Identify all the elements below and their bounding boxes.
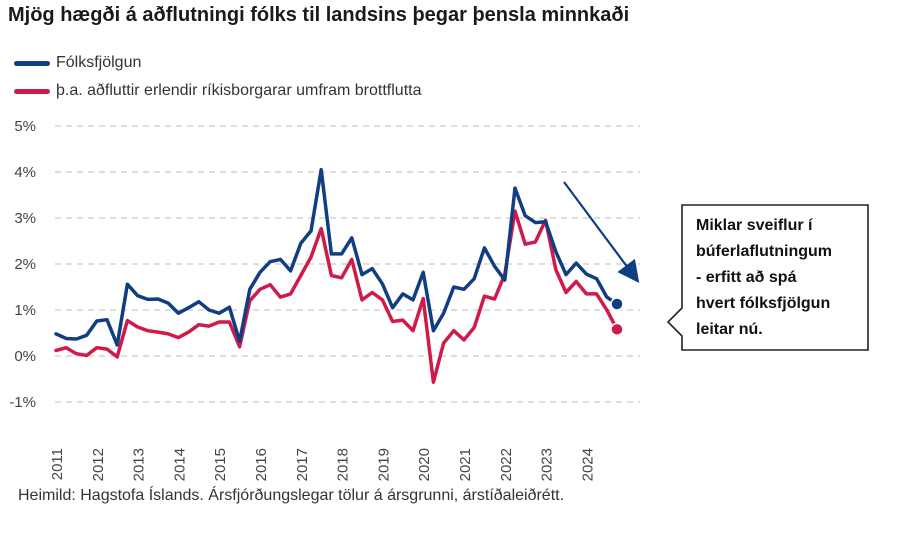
y-axis-ticks: -1% 0% 1% 2% 3% 4% 5% — [9, 118, 36, 411]
y-tick-label: 5% — [14, 118, 36, 135]
chart-title: Mjög hægði á aðflutningi fólks til lands… — [8, 4, 630, 26]
source-note: Heimild: Hagstofa Íslands. Ársfjórðungsl… — [18, 487, 565, 504]
callout-line-4: hvert fólksfjölgun — [696, 295, 830, 312]
x-tick-label: 2019 — [375, 448, 392, 481]
series-layer — [54, 167, 624, 384]
y-tick-label: 2% — [14, 256, 36, 273]
x-tick-label: 2015 — [212, 448, 229, 481]
x-tick-label: 2018 — [335, 448, 352, 481]
legend-swatch-population-growth — [14, 60, 50, 66]
callout-line-1: Miklar sveiflur í — [696, 217, 813, 234]
y-tick-label: 4% — [14, 164, 36, 181]
svg-text:Miklar sveiflur í búferl: Miklar sveiflur í búferlaflutningum - er… — [696, 217, 836, 338]
callout-line-3: - erfitt að spá — [696, 269, 797, 286]
x-tick-label: 2022 — [498, 448, 515, 481]
trend-arrow-line — [563, 181, 640, 284]
x-tick-label: 2017 — [294, 448, 311, 481]
x-tick-label: 2023 — [539, 448, 556, 481]
x-tick-label: 2016 — [253, 448, 270, 481]
legend-label-population-growth: Fólksfjölgun — [56, 54, 142, 71]
callout-line-5: leitar nú. — [696, 321, 763, 338]
y-tick-label: -1% — [9, 394, 36, 411]
callout-box: Miklar sveiflur í búferlaflutningum - er… — [666, 204, 869, 351]
callout-line-2: búferlaflutningum — [696, 243, 832, 260]
x-axis-ticks: 2011 2012 2013 2014 2015 2016 2017 2018 2019 2020… — [49, 448, 596, 481]
x-tick-label: 2014 — [171, 448, 188, 481]
x-tick-label: 2012 — [90, 448, 107, 481]
legend-item-population-growth: Fólksfjölgun — [14, 54, 141, 72]
endpoint-marker-population-growth — [610, 297, 624, 311]
endpoint-marker-net-foreign-immigration — [610, 322, 624, 337]
y-tick-label: 3% — [14, 210, 36, 227]
y-tick-label: 0% — [14, 348, 36, 365]
x-tick-label: 2011 — [49, 448, 66, 480]
legend-swatch-net-foreign-immigration — [14, 88, 50, 94]
x-tick-label: 2021 — [457, 448, 474, 481]
series-line-population-growth — [54, 167, 619, 347]
legend-label-net-foreign-immigration: þ.a. aðfluttir erlendir ríkisborgarar um… — [56, 82, 422, 99]
trend-arrow — [563, 181, 640, 284]
x-tick-label: 2013 — [131, 448, 148, 481]
series-line-net-foreign-immigration — [54, 209, 619, 384]
callout-shape — [666, 204, 869, 351]
grid-layer — [55, 125, 640, 403]
x-tick-label: 2024 — [579, 448, 596, 481]
y-tick-label: 1% — [14, 302, 36, 319]
x-tick-label: 2020 — [416, 448, 433, 481]
legend-item-net-foreign-immigration: þ.a. aðfluttir erlendir ríkisborgarar um… — [14, 82, 421, 100]
